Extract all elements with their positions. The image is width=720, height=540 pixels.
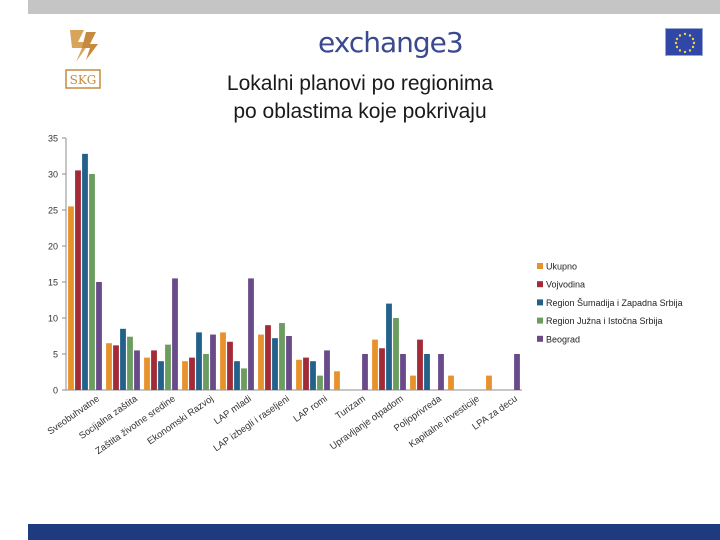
bar xyxy=(75,170,81,390)
x-tick-label: Kapitalne investicije xyxy=(407,393,482,450)
legend-swatch xyxy=(537,335,543,342)
bar xyxy=(296,359,302,390)
bar xyxy=(379,348,385,390)
y-tick-label: 30 xyxy=(48,170,58,180)
bar xyxy=(144,357,150,390)
legend-entry: Region Šumadija i Zapadna Srbija xyxy=(546,298,683,308)
x-tick-label: Turizam xyxy=(334,393,368,422)
eu-flag-icon xyxy=(665,28,703,56)
eu-stars xyxy=(674,32,696,54)
legend-swatch xyxy=(537,281,543,288)
bar xyxy=(279,323,285,390)
bar xyxy=(127,336,133,390)
legend-swatch xyxy=(537,299,543,306)
bar xyxy=(196,332,202,390)
y-tick-label: 20 xyxy=(48,242,58,252)
bar xyxy=(158,361,164,390)
bar xyxy=(286,336,292,390)
bar xyxy=(134,350,140,390)
bar xyxy=(400,354,406,390)
organization-logo-mark: SKG xyxy=(65,30,101,89)
bar xyxy=(189,357,195,390)
bar xyxy=(424,354,430,390)
exchange-logo: exchange3 xyxy=(318,26,478,62)
bar xyxy=(514,354,520,390)
y-tick-label: 5 xyxy=(53,350,58,360)
top-bar xyxy=(28,0,720,14)
bar xyxy=(393,318,399,390)
left-logo-text: SKG xyxy=(70,73,97,87)
bar xyxy=(106,343,112,390)
bar xyxy=(113,345,119,390)
slide-title-line2: po oblastima koje pokrivaju xyxy=(233,100,487,123)
y-tick-label: 0 xyxy=(53,386,58,396)
bar xyxy=(362,354,368,390)
bar xyxy=(386,303,392,390)
legend-swatch xyxy=(537,317,543,324)
bar xyxy=(172,278,178,390)
bar xyxy=(310,361,316,390)
bar xyxy=(220,332,226,390)
legend-entry: Ukupno xyxy=(546,262,577,272)
legend-swatch xyxy=(537,263,543,269)
bar xyxy=(258,334,264,390)
brand-text: exchange3 xyxy=(318,26,464,59)
bar xyxy=(151,350,157,390)
y-tick-label: 25 xyxy=(48,206,58,216)
bar xyxy=(165,344,171,390)
slide-title-line1: Lokalni planovi po regionima xyxy=(226,72,494,95)
bar xyxy=(334,371,340,390)
bar xyxy=(317,375,323,390)
bar xyxy=(438,354,444,390)
bar xyxy=(182,361,188,390)
bar xyxy=(68,206,74,390)
bar xyxy=(82,153,88,390)
bar xyxy=(265,325,271,390)
bar xyxy=(234,361,240,390)
bar xyxy=(272,338,278,390)
bar xyxy=(486,375,492,390)
x-tick-label: Ekonomski Razvoj xyxy=(145,393,215,447)
legend-entry: Vojvodina xyxy=(546,280,585,290)
bottom-bar xyxy=(28,524,720,540)
slide-title: Lokalni planovi po regionima po oblastim… xyxy=(180,70,540,126)
bar xyxy=(210,334,216,390)
bar xyxy=(248,278,254,390)
bar xyxy=(96,282,102,390)
organization-logo: SKG xyxy=(64,28,102,92)
legend-entry: Region Južna i Istočna Srbija xyxy=(546,316,663,326)
y-tick-label: 10 xyxy=(48,314,58,324)
bar xyxy=(417,339,423,390)
bar xyxy=(303,357,309,390)
y-tick-label: 35 xyxy=(48,134,58,144)
x-tick-label: LAP romi xyxy=(292,393,330,424)
bar xyxy=(241,368,247,390)
y-tick-label: 15 xyxy=(48,278,58,288)
bar xyxy=(410,375,416,390)
bar xyxy=(324,350,330,390)
legend-entry: Beograd xyxy=(546,334,580,344)
bar xyxy=(227,341,233,390)
bar xyxy=(120,328,126,390)
bar xyxy=(203,354,209,390)
bar xyxy=(448,375,454,390)
bar xyxy=(89,174,95,390)
bar xyxy=(372,339,378,390)
